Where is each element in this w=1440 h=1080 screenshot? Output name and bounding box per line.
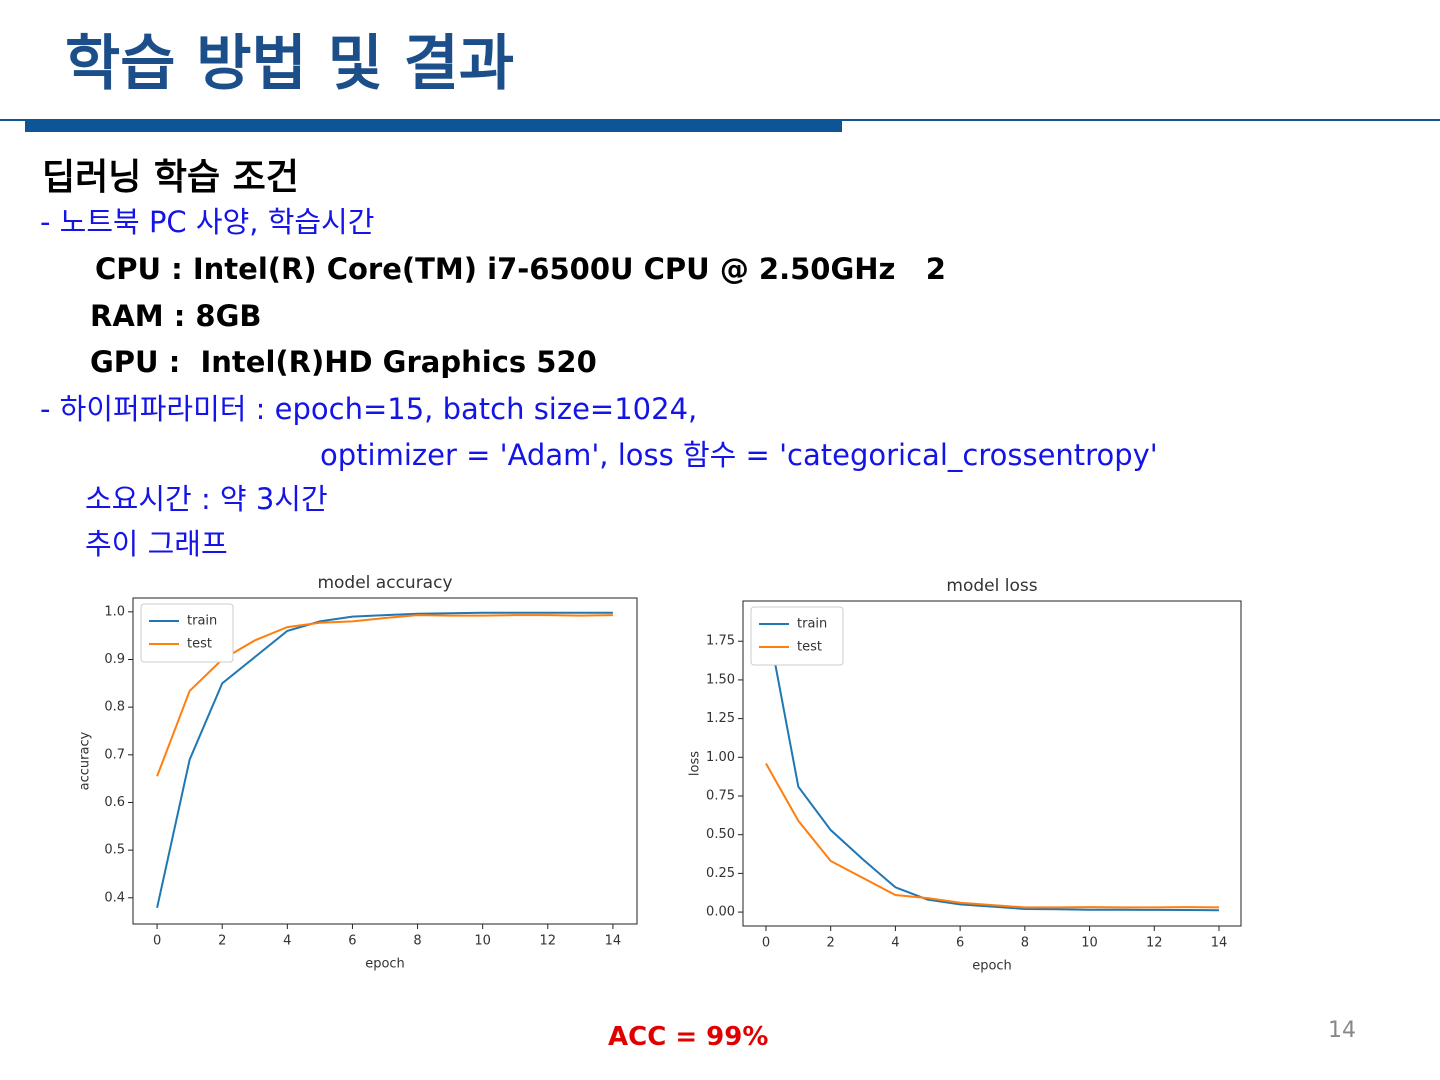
x-axis-label: epoch <box>972 959 1012 974</box>
legend-label: test <box>187 637 212 652</box>
y-axis-label: loss <box>688 751 703 776</box>
legend-box <box>750 606 844 666</box>
chart-title: model loss <box>946 576 1037 596</box>
y-tick-label: 0.5 <box>104 843 125 858</box>
x-tick-label: 0 <box>762 936 770 951</box>
x-tick-label: 10 <box>474 934 491 949</box>
x-tick-label: 0 <box>153 934 161 949</box>
y-tick-label: 1.25 <box>706 711 735 726</box>
x-tick-label: 2 <box>218 934 226 949</box>
x-tick-label: 8 <box>413 934 421 949</box>
legend-label: train <box>797 617 827 632</box>
x-tick-label: 2 <box>827 936 835 951</box>
chart-title: model accuracy <box>317 573 452 593</box>
plot-frame <box>132 597 638 925</box>
y-tick-label: 0.4 <box>104 890 125 905</box>
x-tick-label: 14 <box>605 934 622 949</box>
bullet: - 하이퍼파라미터 : epoch=15, batch size=1024, <box>40 392 698 426</box>
x-tick-label: 4 <box>891 936 899 951</box>
data-line <box>764 614 1220 912</box>
result-label: ACC = 99% <box>608 1022 769 1052</box>
data-line <box>765 763 1220 909</box>
bullet: - 노트북 PC 사양, 학습시간 <box>40 205 375 239</box>
y-tick-label: 0.9 <box>104 652 125 667</box>
y-tick-label: 1.75 <box>706 634 735 649</box>
y-axis-label: accuracy <box>78 731 93 790</box>
slide-title: 학습 방법 및 결과 <box>65 29 515 99</box>
y-tick-label: 0.75 <box>706 789 735 804</box>
x-tick-label: 10 <box>1081 936 1098 951</box>
spec-line: CPU : Intel(R) Core(TM) i7-6500U CPU @ 2… <box>95 252 946 286</box>
y-tick-label: 1.00 <box>706 750 735 765</box>
y-tick-label: 0.7 <box>104 747 125 762</box>
page-number: 14 <box>1328 1018 1356 1043</box>
y-tick-label: 0.25 <box>706 866 735 881</box>
x-tick-label: 6 <box>348 934 356 949</box>
data-line <box>156 611 613 909</box>
header-bar <box>25 121 842 132</box>
section-heading: 딥러닝 학습 조건 <box>42 157 299 198</box>
x-axis-label: epoch <box>365 957 405 972</box>
header-thin-rule <box>0 119 1440 121</box>
bullet-sub: 추이 그래프 <box>85 527 228 561</box>
legend-box <box>140 603 234 663</box>
y-tick-label: 0.00 <box>706 905 735 920</box>
plot-frame <box>742 600 1242 927</box>
spec-line: GPU : Intel(R)HD Graphics 520 <box>90 345 597 379</box>
spec-line: RAM : 8GB <box>90 299 262 333</box>
y-tick-label: 0.8 <box>104 700 125 715</box>
legend-label: train <box>187 614 217 629</box>
bullet-sub: 소요시간 : 약 3시간 <box>85 482 328 516</box>
legend-label: test <box>797 640 822 655</box>
x-tick-label: 8 <box>1021 936 1029 951</box>
y-tick-label: 0.6 <box>104 795 125 810</box>
x-tick-label: 12 <box>1146 936 1163 951</box>
x-tick-label: 12 <box>540 934 557 949</box>
y-tick-label: 1.50 <box>706 672 735 687</box>
x-tick-label: 4 <box>283 934 291 949</box>
x-tick-label: 6 <box>956 936 964 951</box>
y-tick-label: 0.50 <box>706 827 735 842</box>
y-tick-label: 1.0 <box>104 604 125 619</box>
bullet-continuation: optimizer = 'Adam', loss 함수 = 'categoric… <box>320 438 1158 472</box>
x-tick-label: 14 <box>1211 936 1228 951</box>
